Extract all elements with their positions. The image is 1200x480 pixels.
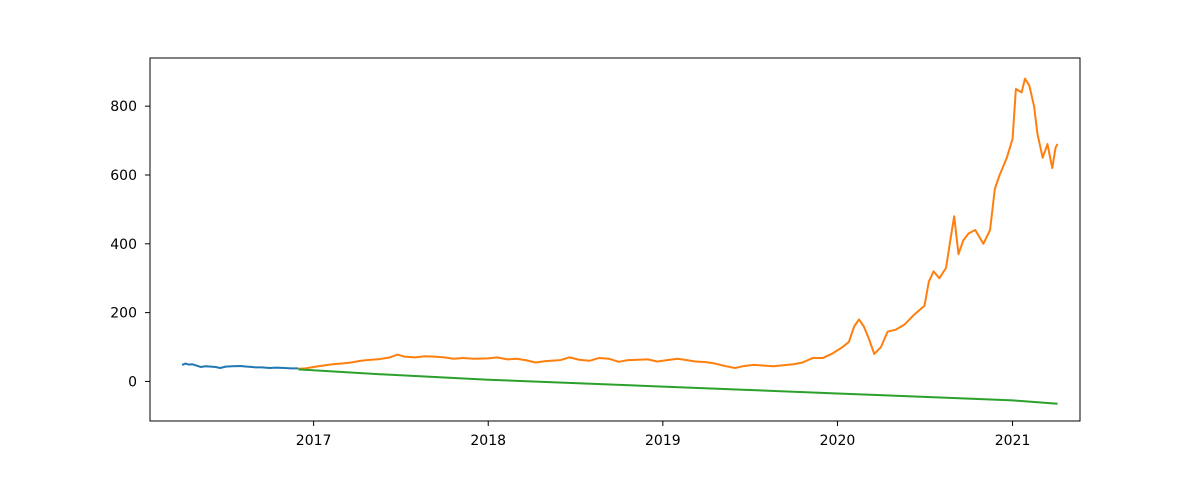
y-tick-label: 800 [110,99,137,115]
x-axis: 2017 2018 2019 2020 2021 [296,421,1031,449]
series-layer [181,77,1059,405]
plot-frame [149,57,1081,422]
x-tick-label: 2017 [296,433,332,449]
y-tick-label: 600 [110,168,137,184]
x-tick-label: 2018 [470,433,506,449]
series-line-2 [298,77,1059,370]
y-tick-label: 0 [128,374,137,390]
x-tick-label: 2019 [645,433,681,449]
y-tick-label: 200 [110,306,137,322]
y-axis: 0 200 400 600 800 [110,99,150,390]
series-line-1 [181,362,299,370]
x-tick-label: 2021 [995,433,1031,449]
y-tick-label: 400 [110,237,137,253]
series-line-3 [298,368,1058,405]
x-tick-label: 2020 [820,433,856,449]
plot-area [150,58,1080,421]
